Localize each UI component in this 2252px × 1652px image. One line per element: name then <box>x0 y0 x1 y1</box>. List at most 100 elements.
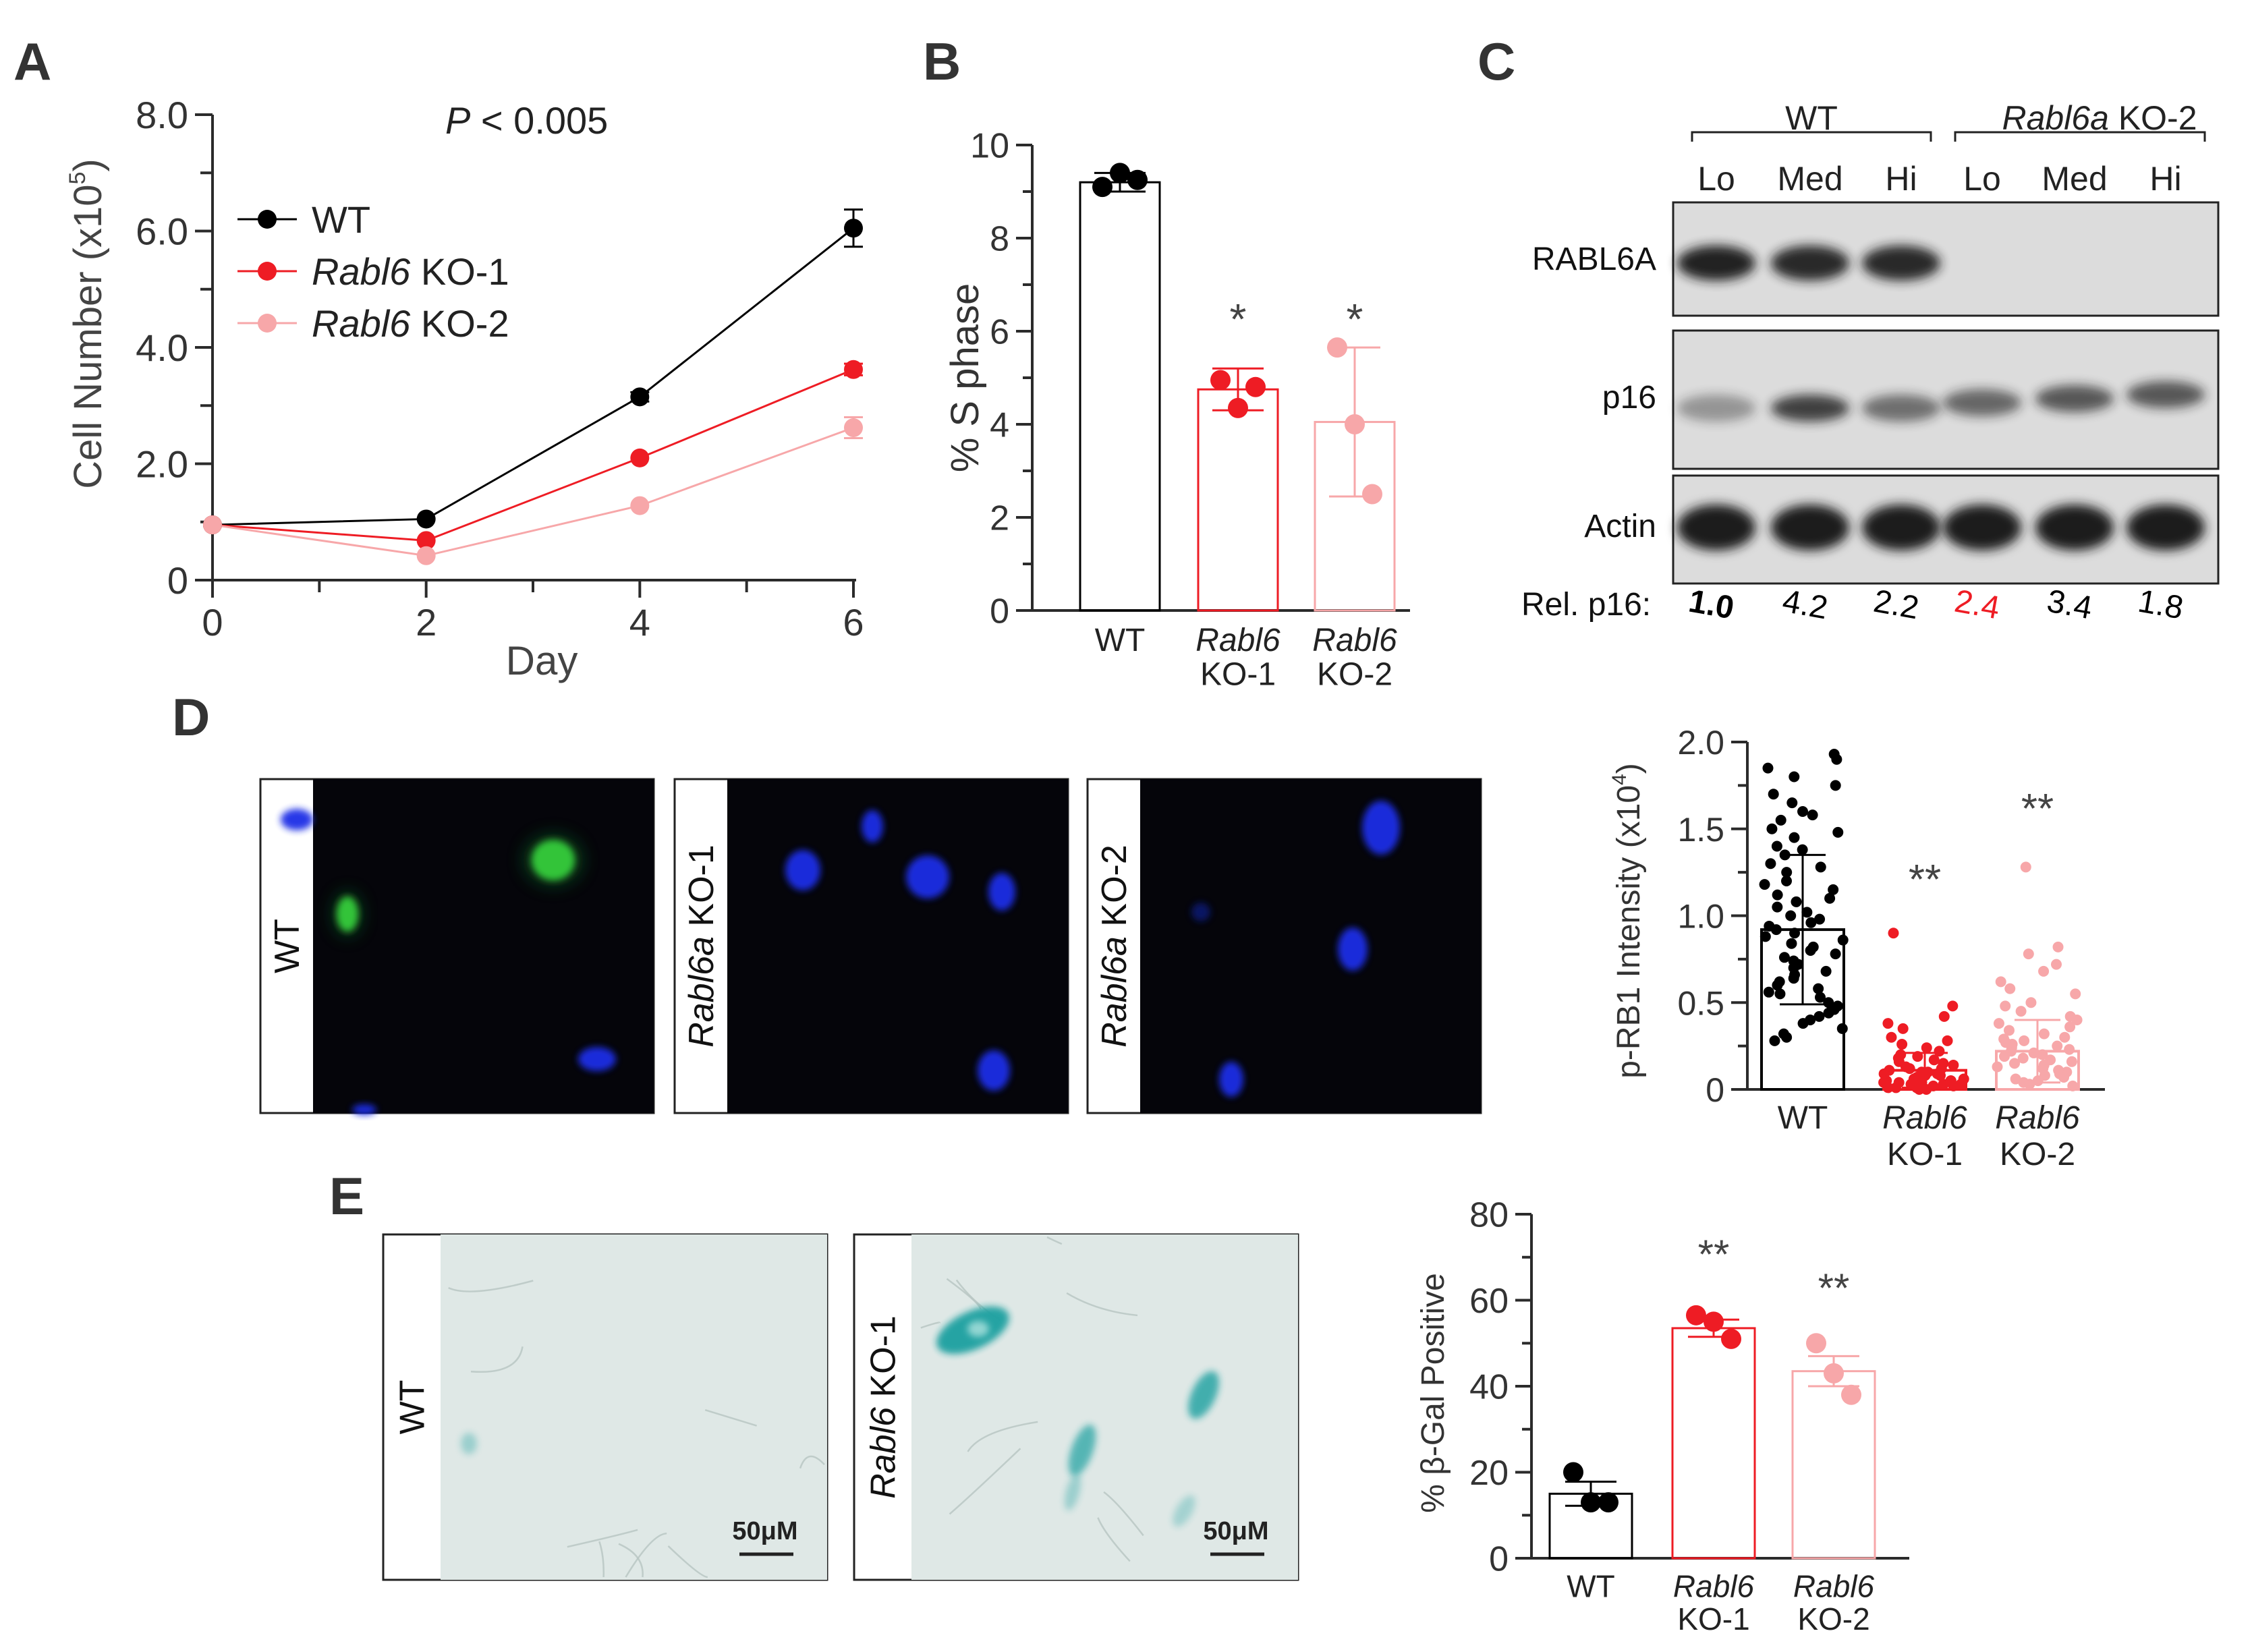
chart-d-y-tick-label: 1.5 <box>1677 811 1724 849</box>
blot-band <box>1943 389 2021 416</box>
chart-b-point <box>1245 376 1266 397</box>
blot-band <box>1943 505 2021 550</box>
chart-b-point <box>1092 177 1113 198</box>
chart-d-point <box>2024 1079 2035 1090</box>
chart-d-point <box>1788 973 1799 984</box>
chart-e-significance: ** <box>1818 1265 1850 1311</box>
chart-d-point <box>1786 938 1797 949</box>
chart-a-legend-label-italic: Rabl6 <box>312 250 411 293</box>
chart-e-y-tick-label: 80 <box>1469 1196 1509 1235</box>
chart-d-y-tick-label: 0.5 <box>1677 984 1724 1022</box>
chart-a-legend-label: Rabl6 KO-2 <box>312 302 509 345</box>
chart-d-point <box>1928 1054 1940 1066</box>
panel-d-image-label: Rabl6a KO-2 <box>1095 845 1134 1048</box>
chart-a-x-axis-label: Day <box>506 638 578 683</box>
chart-d-point <box>1781 867 1793 878</box>
panel-label-e: E <box>329 1166 364 1226</box>
panel-d-image-label: Rabl6a KO-1 <box>682 845 721 1048</box>
chart-d-point <box>1948 1059 1959 1071</box>
chart-d-category-label-line2: KO-2 <box>2000 1137 2075 1172</box>
chart-e-category-label-line2: KO-2 <box>1797 1601 1869 1636</box>
chart-d-point <box>2015 1006 2027 1017</box>
chart-b-significance: * <box>1230 295 1247 343</box>
chart-a-point <box>630 496 650 515</box>
chart-a-legend-marker <box>258 262 277 281</box>
chart-b-axes: 0 2 4 6 8 10 <box>970 127 1410 631</box>
chart-d-point <box>2071 1015 2083 1025</box>
chart-d-point <box>2038 1028 2050 1039</box>
chart-d-point <box>1888 928 1899 939</box>
chart-d-point <box>1805 945 1816 956</box>
blot-group-wt-label: WT <box>1785 99 1838 137</box>
chart-d-point <box>2038 965 2050 977</box>
chart-d-point <box>1789 771 1800 782</box>
chart-e-y-axis-label: % β-Gal Positive <box>1415 1273 1451 1513</box>
panel-e-cell-outline <box>799 1455 825 1469</box>
chart-d-point <box>2020 861 2031 873</box>
chart-b-y-tick-label: 10 <box>970 127 1009 166</box>
chart-d-point <box>1820 965 1832 977</box>
chart-b-point <box>1127 169 1148 190</box>
blot-row-label: Actin <box>1584 509 1656 544</box>
chart-d-point <box>1890 1082 1902 1093</box>
chart-a-x-tick-label: 0 <box>202 601 223 644</box>
blot-band <box>1862 246 1940 281</box>
chart-e-bar <box>1791 1370 1876 1560</box>
panel-e-cell-outline <box>470 1346 524 1373</box>
blot-lane-label: Lo <box>1963 160 2001 198</box>
panel-e-stained-cell <box>1173 1495 1195 1527</box>
blot-lane-label: Med <box>2042 160 2107 198</box>
panel-d-image-label-rest: KO-2 <box>1095 845 1134 936</box>
chart-e-y-tick-label: 0 <box>1489 1540 1509 1579</box>
chart-a-annotation: P < 0.005 <box>445 99 608 142</box>
blot-rel-value: 2.4 <box>1952 583 2002 627</box>
chart-d-point <box>1993 1018 2004 1029</box>
blot-relative-p16: Rel. p16: 1.0 4.2 2.2 2.4 3.4 1.8 <box>1521 583 2186 627</box>
chart-b-bar <box>1197 388 1279 612</box>
chart-e-axes: 0 20 40 60 80 <box>1469 1196 1909 1579</box>
chart-b-category-label: WT <box>1095 623 1146 658</box>
chart-d-point <box>1947 1000 1959 1012</box>
chart-d-point <box>2023 948 2034 960</box>
blot-rel-value: 2.2 <box>1871 583 1921 627</box>
panel-d-image-1 <box>727 779 1068 1113</box>
chart-b-significance: * <box>1347 295 1363 343</box>
panel-d-nucleus-blue <box>352 1104 376 1115</box>
panel-e-scale-label: 50μM <box>732 1517 797 1545</box>
panel-d-image-label: WT <box>268 919 307 973</box>
chart-d-point <box>1896 1039 1908 1050</box>
chart-d-point <box>1882 1018 1894 1029</box>
chart-d-y-tick-label: 0 <box>1706 1071 1724 1109</box>
panel-d-image-label-italic: Rabl6a <box>1095 936 1134 1048</box>
panel-d-nucleus-blue <box>862 810 883 843</box>
chart-a-legend-label-rest: KO-2 <box>410 302 509 345</box>
chart-b-y-tick-label: 6 <box>990 313 1009 352</box>
chart-e-point <box>1806 1333 1826 1354</box>
chart-d-point <box>1771 841 1782 852</box>
chart-a-y-axis-label-exp: 5 <box>65 172 90 185</box>
chart-a-point <box>630 387 650 407</box>
chart-d-point <box>2064 1044 2075 1055</box>
western-blot: WT Rabl6a KO-2 Lo Med Hi Lo Med Hi RABL6A p16 A… <box>1521 99 2220 627</box>
panel-d-nucleus-blue <box>578 1047 616 1071</box>
chart-e-y-tick-label: 40 <box>1469 1368 1509 1407</box>
panel-e-image-1 <box>911 1234 1298 1580</box>
panel-label-d: D <box>172 687 210 747</box>
chart-b-y-tick-label: 4 <box>990 406 1009 445</box>
chart-d-point <box>1832 826 1844 838</box>
panel-d-nucleus-blue <box>1362 801 1400 855</box>
chart-a-legend-label-italic: Rabl6 <box>312 302 411 345</box>
blot-lane-label: Hi <box>1885 160 1917 198</box>
chart-e-point <box>1841 1384 1861 1405</box>
panel-e-cell-outline <box>448 1280 534 1292</box>
chart-d-point <box>2070 988 2081 1000</box>
chart-d-point <box>2064 1021 2076 1033</box>
chart-a-legend-marker <box>258 314 277 333</box>
chart-d-point <box>1786 797 1798 809</box>
blot-rows: RABL6A p16 Actin <box>1532 201 2220 585</box>
blot-band <box>2035 505 2114 550</box>
blot-lane-label: Lo <box>1697 160 1735 198</box>
chart-d-point <box>1763 986 1774 998</box>
